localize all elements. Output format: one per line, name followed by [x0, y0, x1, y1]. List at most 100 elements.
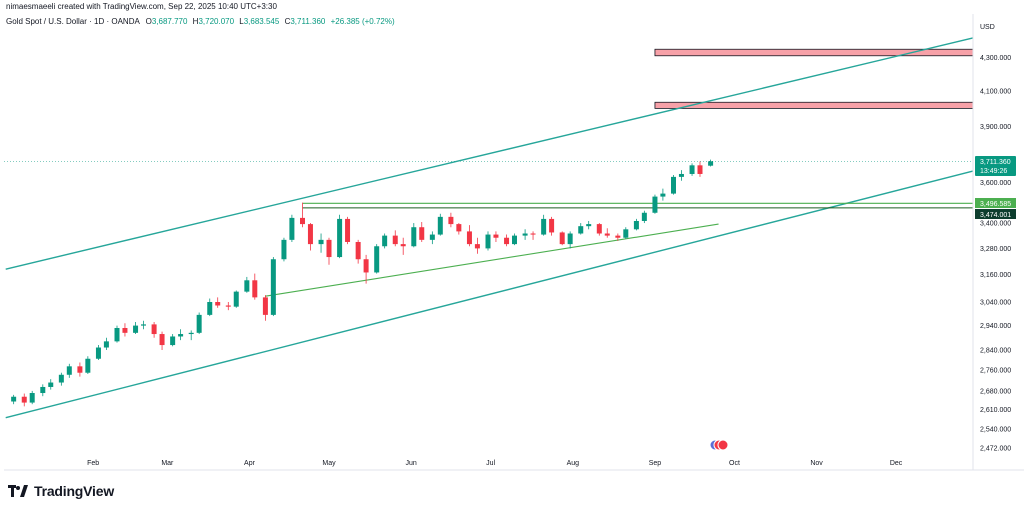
candle — [411, 223, 417, 248]
candle — [512, 233, 517, 246]
price-tick-label: 2,680.000 — [980, 388, 1011, 395]
candle — [159, 331, 165, 351]
candle — [374, 244, 380, 274]
candle — [530, 231, 536, 240]
candle-body — [300, 217, 305, 225]
candle-body — [29, 393, 35, 403]
resistance-zones — [654, 48, 974, 109]
price-tick-label: 2,610.000 — [980, 407, 1011, 414]
candle-body — [689, 165, 695, 174]
candle-body — [485, 234, 491, 249]
level-2-box — [975, 209, 1016, 219]
candle-body — [419, 227, 425, 240]
candle-body — [40, 386, 46, 394]
price-tick-label: 3,900.000 — [980, 124, 1011, 131]
tradingview-logo-icon — [8, 485, 28, 497]
symbol-legend: Gold Spot / U.S. Dollar · 1D · OANDA O3,… — [6, 17, 395, 26]
candle-body — [678, 173, 684, 177]
price-tick-label: 2,472.000 — [980, 445, 1011, 452]
candle-body — [530, 233, 536, 235]
candle — [541, 214, 547, 236]
candle — [615, 233, 621, 241]
time-tick-label: Sep — [649, 460, 662, 467]
close-label: C — [284, 17, 291, 26]
brand-footer[interactable]: TradingView — [8, 482, 114, 500]
candle-body — [103, 341, 109, 348]
price-axis[interactable]: 4,300.000 4,100.000 3,900.000 3,600.000 3,40… — [980, 55, 1011, 452]
chart-header: nimaesmaeeli created with TradingView.co… — [6, 2, 395, 26]
candle-body — [586, 224, 592, 227]
candle-body — [252, 280, 258, 298]
candle — [586, 220, 592, 230]
candle-body — [652, 196, 658, 213]
candle — [504, 234, 510, 247]
time-tick-label: Apr — [244, 460, 256, 467]
candle-body — [270, 259, 276, 315]
candle-body — [151, 324, 157, 335]
high-value: 3,720.070 — [198, 17, 235, 26]
time-tick-label: May — [322, 460, 336, 467]
candle-body — [660, 193, 666, 197]
candle-body — [170, 336, 176, 346]
candle — [300, 202, 305, 228]
candle — [281, 237, 287, 262]
attribution-text: nimaesmaeeli created with TradingView.co… — [6, 2, 277, 11]
candle — [133, 322, 139, 335]
candle — [151, 322, 157, 338]
candle-body — [355, 241, 361, 260]
time-axis[interactable]: Feb Mar Apr May Jun Jul Aug Sep Oct Nov Dec — [87, 460, 903, 467]
flag-icon[interactable] — [717, 439, 729, 451]
time-tick-label: Mar — [161, 460, 174, 467]
candle-body — [512, 235, 517, 245]
resistance-zone — [654, 48, 974, 57]
candle-body — [382, 235, 388, 247]
low-label: L — [239, 17, 244, 26]
close-value: 3,711.360 — [290, 17, 326, 26]
candle-body — [429, 234, 435, 240]
candle-body — [448, 216, 454, 225]
level-2-label: 3,474.001 — [975, 209, 1016, 219]
candle — [466, 225, 472, 247]
candle-body — [178, 334, 184, 337]
support-trendline — [265, 223, 719, 297]
candle-body — [474, 244, 480, 249]
candle — [326, 237, 332, 265]
candle — [66, 363, 72, 378]
candle — [549, 216, 555, 236]
candle-body — [58, 374, 64, 383]
currency-label: USD — [980, 24, 995, 31]
candle — [103, 337, 109, 351]
candle — [493, 231, 499, 242]
candle — [567, 231, 573, 249]
candle-body — [374, 246, 380, 273]
candle-body — [114, 327, 120, 342]
candle — [233, 290, 239, 308]
candle — [559, 231, 565, 246]
candle — [77, 362, 83, 377]
candle — [196, 312, 202, 335]
candle-body — [133, 325, 139, 333]
candle — [522, 229, 528, 240]
candle — [355, 239, 361, 264]
level-1-text: 3,496.585 — [980, 201, 1011, 208]
candle-body — [307, 224, 313, 245]
channel-lower-line — [5, 170, 974, 419]
candle — [652, 194, 658, 214]
candle-body — [456, 224, 462, 232]
candle-body — [233, 291, 239, 307]
candle — [318, 233, 324, 253]
candle — [178, 329, 184, 341]
event-markers[interactable] — [709, 439, 729, 451]
candle — [58, 372, 64, 386]
change-value: +26.385 (+0.72%) — [330, 17, 395, 26]
candle — [400, 237, 406, 255]
candle-body — [48, 382, 54, 387]
candle-body — [549, 218, 555, 233]
candle — [40, 384, 46, 397]
candle — [337, 214, 343, 259]
price-tick-label: 2,940.000 — [980, 323, 1011, 330]
candle-body — [85, 358, 91, 373]
price-tick-label: 4,300.000 — [980, 55, 1011, 62]
countdown-text: 13:49:26 — [980, 168, 1007, 175]
